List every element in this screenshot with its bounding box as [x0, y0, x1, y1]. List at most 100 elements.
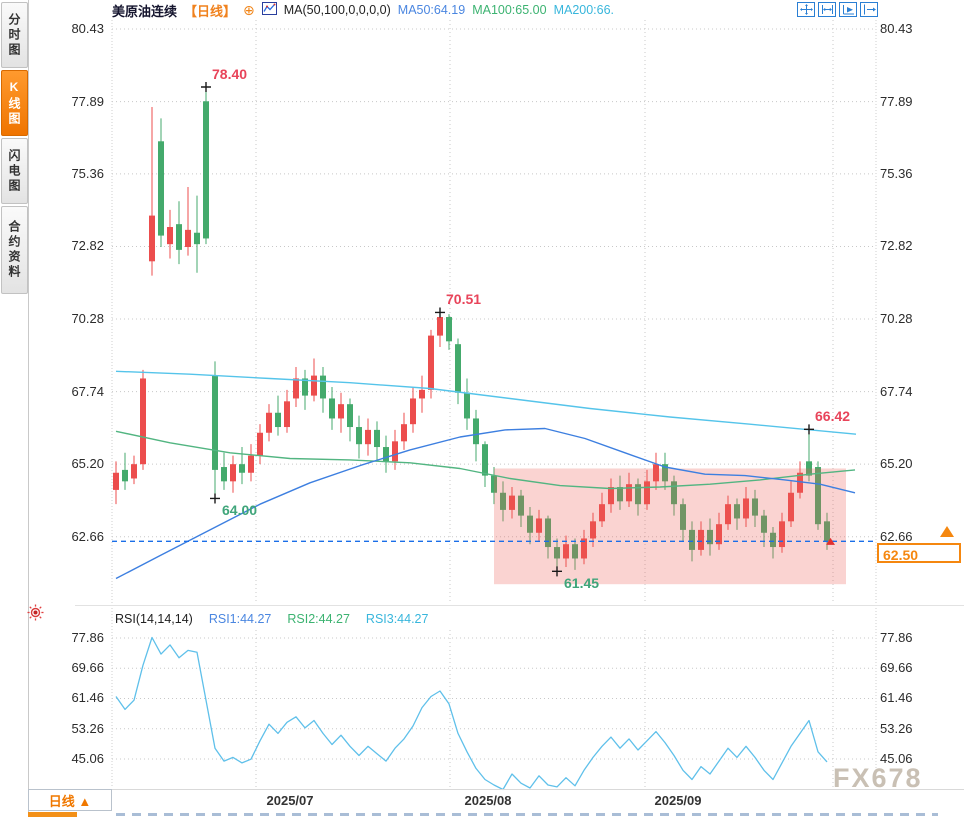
- candle-body: [293, 378, 299, 399]
- candle-body: [581, 538, 587, 559]
- candle-body: [734, 504, 740, 519]
- candle-body: [770, 532, 776, 548]
- candle-body: [752, 498, 758, 516]
- candle-body: [617, 487, 623, 502]
- candle-body: [644, 481, 650, 505]
- indicator-zigzag-icon: [261, 2, 277, 18]
- candle-body: [311, 375, 317, 396]
- candle-body: [158, 141, 164, 236]
- candle-body: [437, 317, 443, 336]
- candle-body: [599, 504, 605, 522]
- candle-body: [203, 101, 209, 239]
- candle-body: [806, 461, 812, 476]
- candle-body: [797, 472, 803, 493]
- candle-body: [716, 524, 722, 545]
- add-circle-icon[interactable]: ⊕: [243, 2, 255, 18]
- collapse-panel-icon[interactable]: [860, 2, 878, 17]
- consolidation-range-box: [494, 468, 846, 585]
- ma-line-ma100: [115, 430, 856, 490]
- active-tab-indicator: [28, 812, 77, 817]
- timeframe-tab-daily[interactable]: 日线 ▲: [28, 789, 112, 811]
- candle-body: [815, 467, 821, 525]
- candle-body: [518, 495, 524, 516]
- candle-body: [509, 495, 515, 510]
- candle-body: [329, 398, 335, 419]
- rsi-line: [115, 636, 828, 791]
- candle-body: [230, 464, 236, 482]
- rsi2-value: RSI2:44.27: [287, 612, 350, 626]
- pan-crosshair-icon[interactable]: [797, 2, 815, 17]
- candle-body: [608, 487, 614, 505]
- candle-body: [446, 317, 452, 342]
- candle-body: [653, 464, 659, 482]
- candle-body: [374, 429, 380, 448]
- ma100-value: MA100:65.00: [472, 3, 547, 17]
- extreme-cross-marker: [804, 424, 814, 435]
- candle-body: [185, 229, 191, 248]
- candle-body: [779, 521, 785, 548]
- horizontal-scrollbar[interactable]: [116, 813, 938, 816]
- candle-body: [140, 378, 146, 465]
- sidebar-tab-time-chart[interactable]: 分时图: [1, 2, 28, 68]
- candle-body: [761, 515, 767, 533]
- candle-body: [725, 504, 731, 525]
- candle-body: [338, 404, 344, 419]
- indicator-settings-sun-icon[interactable]: [27, 604, 44, 626]
- candle-body: [500, 492, 506, 510]
- candle-body: [671, 481, 677, 505]
- sidebar-tab-kline-chart[interactable]: K线图: [1, 70, 28, 136]
- candle-body: [131, 464, 137, 479]
- candle-body: [635, 484, 641, 505]
- candle-body: [536, 518, 542, 533]
- chart-toolbar: [797, 2, 878, 17]
- candle-body: [113, 472, 119, 490]
- panel-divider: [75, 605, 964, 606]
- candle-body: [239, 464, 245, 473]
- candle-body: [194, 232, 200, 245]
- candle-body: [572, 544, 578, 559]
- candle-body: [554, 547, 560, 559]
- candle-body: [275, 412, 281, 428]
- sidebar-tab-flash-chart[interactable]: 闪电图: [1, 138, 28, 204]
- ma-formula: MA(50,100,0,0,0,0): [283, 3, 391, 17]
- rsi-header: RSI(14,14,14) RSI1:44.27 RSI2:44.27 RSI3…: [115, 610, 428, 628]
- last-price-tag: 62.50: [877, 543, 961, 563]
- fit-y-axis-icon[interactable]: [839, 2, 857, 17]
- rsi1-value: RSI1:44.27: [208, 612, 272, 626]
- instrument-title: 美原油连续: [112, 3, 178, 19]
- candle-body: [545, 518, 551, 548]
- candle-body: [284, 401, 290, 428]
- ma200-value: MA200:66.: [553, 3, 615, 17]
- extreme-cross-marker: [552, 566, 562, 577]
- extreme-cross-marker: [201, 82, 211, 93]
- candle-body: [527, 515, 533, 533]
- candle-body: [167, 227, 173, 245]
- x-axis-label-august: 2025/08: [464, 793, 512, 808]
- candle-body: [464, 392, 470, 419]
- candle-body: [257, 432, 263, 456]
- candle-body: [365, 429, 371, 445]
- ma-line-ma200: [115, 370, 857, 435]
- watermark: FX678: [833, 763, 923, 793]
- bottom-divider: [28, 789, 964, 790]
- chart-header: 美原油连续 【日线】 ⊕ MA(50,100,0,0,0,0) MA50:64.…: [112, 1, 614, 19]
- fit-x-axis-icon[interactable]: [818, 2, 836, 17]
- candle-body: [473, 418, 479, 445]
- candle-body: [149, 215, 155, 262]
- candle-body: [788, 492, 794, 522]
- candle-body: [248, 455, 254, 473]
- x-axis-label-september: 2025/09: [654, 793, 702, 808]
- candle-body: [662, 464, 668, 482]
- candle-body: [563, 544, 569, 559]
- x-axis-label-july: 2025/07: [266, 793, 314, 808]
- sidebar-tab-contract-info[interactable]: 合约资料: [1, 206, 28, 294]
- period-tag: 【日线】: [184, 3, 237, 19]
- candle-body: [347, 404, 353, 428]
- candle-body: [320, 375, 326, 399]
- candle-body: [590, 521, 596, 539]
- candle-body: [383, 447, 389, 462]
- ma50-value: MA50:64.19: [397, 3, 466, 17]
- candle-body: [824, 521, 830, 542]
